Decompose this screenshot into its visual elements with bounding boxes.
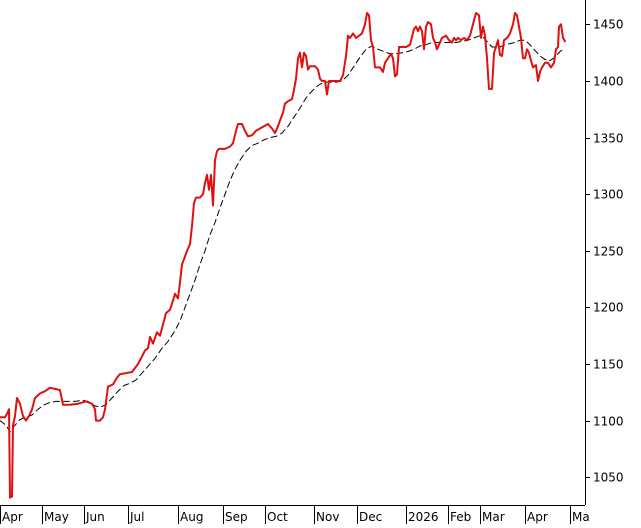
x-tick-label: Nov	[316, 510, 339, 524]
y-tick-label: 1150	[593, 358, 624, 372]
x-tick-label: Oct	[267, 510, 288, 524]
y-tick-label: 1350	[593, 132, 624, 146]
axes-layer	[0, 0, 586, 506]
x-tick-label: Feb	[450, 510, 471, 524]
y-tick-label: 1450	[593, 18, 624, 32]
y-tick-label: 1300	[593, 188, 624, 202]
x-ticks: Apr May Jun Jul Aug Sep Oct Nov Dec 2026 Feb Mar Apr…	[0, 505, 590, 524]
x-tick-label: Ma	[572, 510, 590, 524]
series-layer	[0, 12, 566, 499]
x-tick-label: Sep	[225, 510, 248, 524]
x-tick-label: Apr	[2, 510, 23, 524]
price-line	[0, 12, 566, 499]
x-tick-label: Aug	[180, 510, 203, 524]
y-tick-label: 1200	[593, 301, 624, 315]
x-tick-label: Dec	[359, 510, 382, 524]
y-tick-label: 1400	[593, 75, 624, 89]
y-ticks: 1050 1100 1150 1200 1250 1300 1350 1400 1450	[585, 18, 624, 485]
x-tick-label: Apr	[527, 510, 548, 524]
y-tick-label: 1250	[593, 245, 624, 259]
x-tick-label: Jun	[85, 510, 105, 524]
x-tick-label: Jul	[129, 510, 144, 524]
y-tick-label: 1100	[593, 415, 624, 429]
x-tick-label: 2026	[408, 510, 439, 524]
x-tick-label: Mar	[482, 510, 505, 524]
x-tick-label: May	[44, 510, 69, 524]
y-tick-label: 1050	[593, 471, 624, 485]
